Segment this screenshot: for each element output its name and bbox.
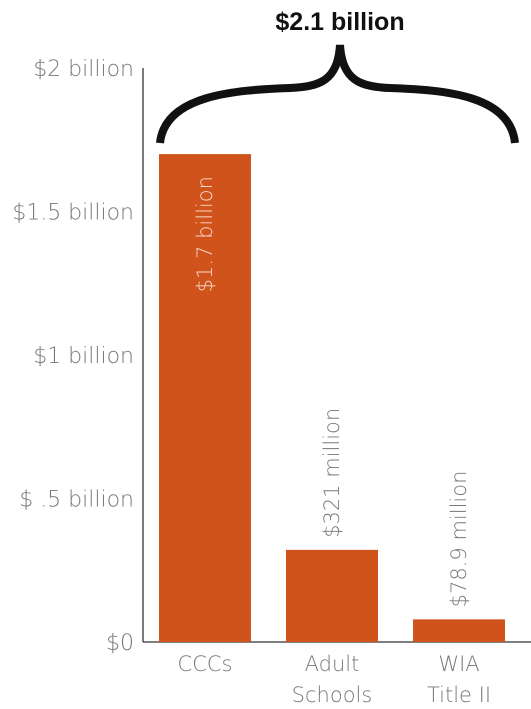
y-axis-ticks: $0 $ .5 billion $1 billion $1.5 billion $2 b…	[12, 57, 134, 656]
bar-value-label: $321 million	[320, 408, 344, 538]
category-labels: CCCs Adult Schools WIA Title II	[178, 652, 492, 707]
bars	[159, 154, 505, 642]
y-tick-label: $2 billion	[33, 57, 134, 82]
category-label: Title II	[427, 683, 491, 707]
total-brace	[156, 44, 519, 144]
y-tick-label: $ .5 billion	[19, 488, 134, 513]
y-tick-label: $1.5 billion	[12, 201, 134, 226]
total-annotation: $2.1 billion	[275, 8, 404, 36]
bar-value-label: $78.9 million	[447, 471, 471, 608]
y-tick-label: $1 billion	[33, 344, 134, 369]
category-label: WIA	[438, 652, 479, 676]
category-label: CCCs	[178, 652, 233, 676]
category-label: Schools	[292, 683, 373, 707]
y-tick-label: $0	[106, 631, 134, 656]
bar	[286, 549, 378, 642]
bar	[159, 154, 251, 642]
value-labels: $1.7 billion $321 million $78.9 million	[193, 176, 471, 607]
bar-value-label: $1.7 billion	[193, 176, 217, 292]
bar	[413, 619, 505, 642]
category-label: Adult	[305, 652, 360, 676]
